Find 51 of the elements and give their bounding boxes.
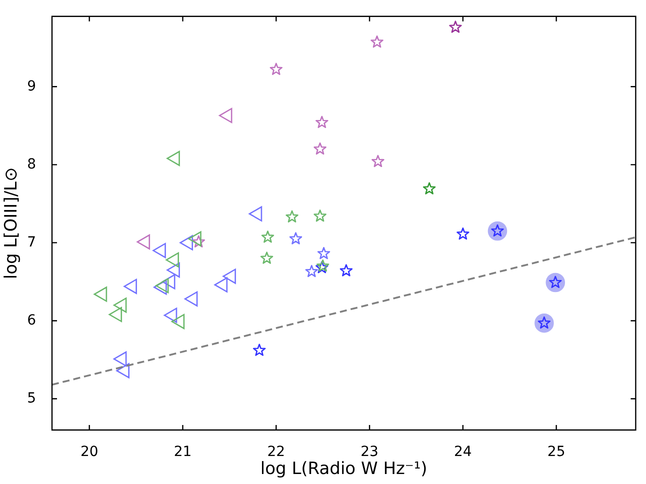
y-tick-label: 6 bbox=[27, 312, 36, 328]
y-tick-label: 9 bbox=[27, 78, 36, 94]
x-tick-label: 21 bbox=[174, 444, 192, 460]
point bbox=[188, 231, 202, 246]
point bbox=[214, 277, 228, 292]
point bbox=[180, 235, 194, 250]
point bbox=[164, 308, 178, 323]
point bbox=[449, 20, 462, 33]
point bbox=[260, 252, 274, 264]
x-tick-label: 23 bbox=[360, 444, 378, 460]
x-tick-label: 25 bbox=[547, 444, 566, 460]
point bbox=[314, 142, 326, 155]
point bbox=[456, 227, 470, 240]
point bbox=[340, 264, 353, 276]
point bbox=[314, 210, 326, 222]
point bbox=[289, 232, 302, 244]
point bbox=[370, 36, 384, 48]
point bbox=[166, 252, 179, 268]
point bbox=[113, 351, 127, 367]
point bbox=[113, 298, 127, 313]
point bbox=[184, 291, 198, 306]
point bbox=[94, 286, 108, 302]
point bbox=[270, 62, 282, 75]
point bbox=[286, 210, 298, 222]
y-tick-label: 8 bbox=[27, 156, 36, 172]
point bbox=[248, 206, 262, 222]
point bbox=[316, 116, 328, 128]
point bbox=[252, 344, 266, 356]
point bbox=[222, 268, 236, 284]
point bbox=[124, 278, 137, 294]
point bbox=[166, 262, 180, 278]
point bbox=[166, 150, 180, 166]
point bbox=[162, 274, 176, 290]
point bbox=[317, 246, 330, 260]
point bbox=[171, 314, 185, 330]
y-axis-title: log L[OIII]/L⊙ bbox=[2, 167, 22, 280]
x-axis-title: log L(Radio W Hz⁻¹) bbox=[260, 459, 428, 480]
point bbox=[116, 363, 130, 378]
y-tick-label: 7 bbox=[27, 234, 36, 250]
x-tick-label: 22 bbox=[267, 444, 286, 460]
point bbox=[136, 234, 150, 250]
point bbox=[261, 230, 274, 243]
x-tick-label: 24 bbox=[454, 444, 472, 460]
point bbox=[372, 154, 384, 168]
point bbox=[152, 242, 166, 258]
x-tick-label: 20 bbox=[80, 444, 98, 460]
point bbox=[218, 108, 232, 124]
point bbox=[108, 306, 122, 322]
y-tick-label: 5 bbox=[27, 390, 36, 406]
point bbox=[422, 182, 436, 194]
point bbox=[305, 264, 318, 278]
